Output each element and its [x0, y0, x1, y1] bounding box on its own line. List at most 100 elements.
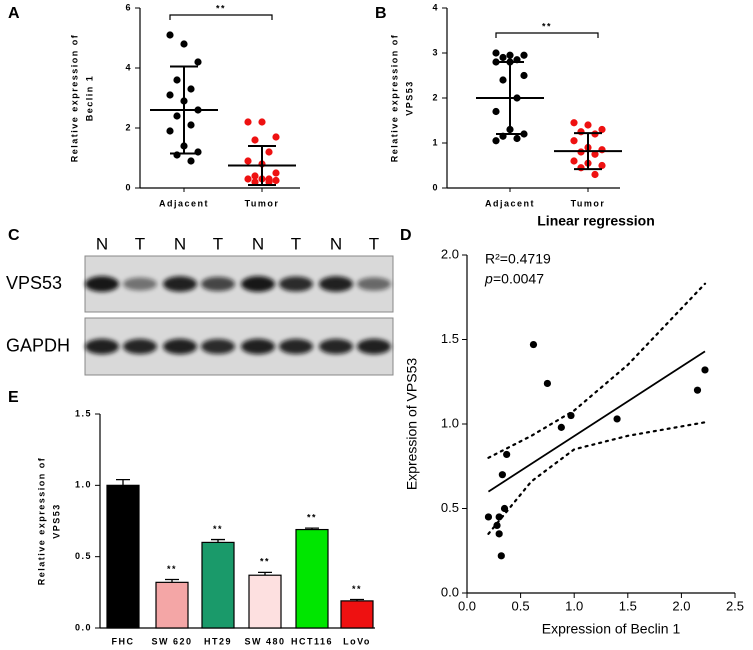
data-point [187, 121, 195, 129]
x-tick-label: Tumor [245, 198, 280, 208]
y-tick-label: 1.0 [441, 415, 459, 430]
blot-band [241, 338, 275, 355]
y-tick-label: 4 [432, 2, 439, 12]
data-point [180, 40, 188, 48]
blot-band [201, 338, 235, 355]
data-point [591, 170, 599, 179]
data-point [495, 513, 503, 521]
x-tick-label: SW 620 [151, 636, 192, 646]
data-point [492, 137, 500, 145]
y-axis-label: VPS53 [404, 80, 414, 116]
blot-band [357, 277, 391, 291]
significance-label: ** [307, 513, 317, 523]
data-point [187, 157, 195, 165]
data-point [543, 379, 552, 388]
data-point [166, 31, 174, 39]
data-point [272, 169, 280, 177]
data-point [265, 148, 273, 156]
data-point [567, 411, 575, 420]
blot-band [123, 277, 157, 291]
data-point [598, 146, 606, 154]
blot-band [279, 338, 313, 355]
bar [201, 541, 235, 629]
y-axis-label: Expression of VPS53 [404, 358, 420, 491]
y-axis-label: Relative expression of [389, 34, 399, 163]
data-point [613, 415, 621, 423]
data-point [492, 107, 500, 116]
y-axis-label: Relative expression of [36, 457, 46, 586]
y-axis-label: Beclin 1 [84, 75, 94, 122]
data-point [693, 386, 702, 394]
lane-label: T [291, 234, 301, 253]
row-label: VPS53 [6, 273, 62, 293]
blot-band [319, 276, 353, 292]
data-point [492, 49, 500, 57]
blot-band [85, 338, 119, 355]
bar [155, 581, 189, 629]
error-bar [170, 65, 198, 155]
x-tick-label: 2.0 [672, 598, 690, 613]
data-point [497, 552, 505, 560]
data-point [591, 150, 599, 158]
x-tick-label: 0.0 [458, 598, 476, 613]
y-tick-label: 0.0 [441, 584, 459, 599]
y-tick-label: 2.0 [441, 246, 459, 261]
data-point [251, 178, 259, 186]
blot-band [123, 338, 157, 355]
lane-label: T [369, 234, 379, 253]
blot-band [319, 338, 353, 355]
data-point [173, 112, 181, 120]
p-value: =0.0047 [493, 271, 544, 287]
data-point [499, 53, 507, 62]
significance-label: ** [213, 524, 223, 534]
data-point [194, 58, 202, 66]
blot-band [163, 276, 197, 292]
chart-title: Linear regression [537, 213, 655, 229]
data-point [166, 91, 174, 99]
y-tick-label: 0.5 [441, 500, 459, 515]
data-point [244, 175, 252, 183]
blot-band [201, 276, 235, 292]
y-tick-label: 1.5 [441, 331, 459, 346]
significance-label: ** [542, 21, 552, 31]
data-point [503, 450, 511, 459]
data-point [166, 127, 174, 135]
data-point [498, 471, 506, 479]
row-label: GAPDH [6, 335, 70, 355]
blot-band [279, 276, 313, 292]
data-point [570, 119, 578, 127]
error-bar [574, 132, 602, 171]
data-point [495, 530, 503, 538]
bar [248, 574, 282, 629]
x-tick-label: Adjacent [159, 198, 209, 208]
lane-label: N [174, 234, 186, 253]
data-point [577, 128, 585, 136]
data-point [251, 172, 259, 180]
blot-band [241, 276, 275, 292]
significance-label: ** [260, 557, 270, 567]
lane-label: N [330, 234, 342, 253]
data-point [173, 76, 181, 84]
error-bar [248, 145, 276, 186]
panel-label: A [8, 5, 20, 22]
data-point [194, 148, 202, 156]
data-point [272, 133, 280, 141]
error-bar [116, 478, 130, 486]
y-tick-label: 6 [125, 2, 132, 12]
panel-label: B [375, 5, 387, 22]
data-point [251, 136, 259, 144]
panel-label: D [400, 227, 412, 244]
confidence-band [487, 421, 707, 535]
data-point [529, 340, 538, 349]
y-tick-label: 0.5 [75, 551, 92, 561]
data-point [506, 51, 514, 59]
data-point [598, 125, 606, 134]
data-point [493, 521, 501, 530]
y-tick-label: 1.0 [75, 480, 92, 490]
data-point [484, 513, 493, 521]
r-squared: R²=0.4719 [485, 251, 551, 267]
lane-label: N [252, 234, 264, 253]
lane-label: T [135, 234, 145, 253]
y-tick-label: 2 [125, 122, 132, 132]
